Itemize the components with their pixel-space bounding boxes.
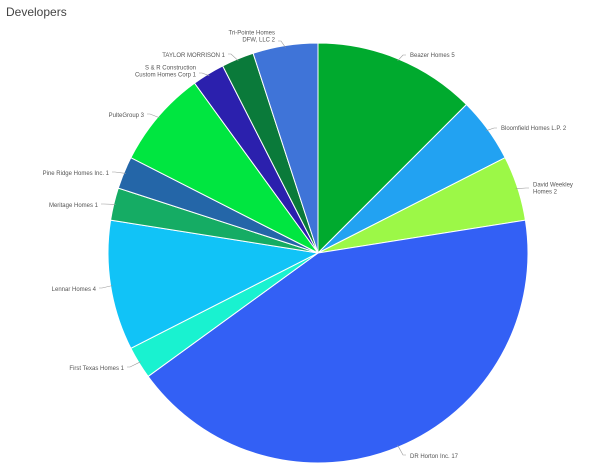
slice-label-first-texas: First Texas Homes 1 — [69, 366, 124, 372]
slice-label-line: Bloomfield Homes L.P. 2 — [501, 126, 567, 132]
slice-label-beazer: Beazer Homes 5 — [410, 53, 455, 59]
leader-lines — [99, 40, 529, 456]
leader-line-taylor-morrison — [228, 53, 239, 62]
leader-line-bloomfield — [486, 127, 497, 131]
slice-label-line: S & R Construction — [145, 66, 196, 72]
pie-slice-pulte[interactable] — [130, 82, 319, 254]
slice-label-david-weekley: David Weekley Homes 2 — [533, 183, 573, 196]
slice-label-bloomfield: Bloomfield Homes L.P. 2 — [501, 126, 567, 132]
slice-label-line: Beazer Homes 5 — [410, 53, 455, 59]
slice-label-pulte: PulteGroup 3 — [109, 113, 145, 119]
slice-label-dr-horton: DR Horton Inc. 17 — [410, 454, 459, 460]
slice-label-tri-pointe: Tri-Pointe Homes DFW, LLC 2 — [229, 31, 276, 44]
pie-slice-tri-pointe[interactable] — [252, 42, 319, 254]
leader-line-s-and-r — [199, 72, 210, 76]
slice-label-taylor-morrison: TAYLOR MORRISON 1 — [162, 53, 225, 59]
slice-label-line: Custom Homes Corp 1 — [135, 73, 197, 79]
leader-line-dr-horton — [397, 445, 406, 456]
slice-label-line: Pine Ridge Homes Inc. 1 — [43, 171, 110, 177]
leader-line-pine-ridge — [112, 171, 126, 174]
slice-label-line: DFW, LLC 2 — [242, 38, 275, 44]
slice-label-s-and-r: S & R Construction Custom Homes Corp 1 — [135, 66, 197, 79]
slice-label-line: DR Horton Inc. 17 — [410, 454, 459, 460]
slice-label-lennar: Lennar Homes 4 — [52, 287, 97, 293]
slice-label-meritage: Meritage Homes 1 — [49, 203, 99, 209]
leader-line-beazer — [397, 54, 406, 62]
pie-slices — [107, 42, 529, 464]
slice-label-line: PulteGroup 3 — [109, 113, 145, 119]
leader-line-first-texas — [127, 361, 141, 368]
chart-title: Developers — [6, 5, 67, 19]
slice-label-line: Tri-Pointe Homes — [229, 31, 275, 37]
leader-line-tri-pointe — [278, 40, 286, 48]
slice-label-line: David Weekley — [533, 183, 573, 189]
slice-label-line: Meritage Homes 1 — [49, 203, 99, 209]
leader-line-lennar — [99, 285, 113, 289]
slice-label-line: First Texas Homes 1 — [69, 366, 124, 372]
slice-labels: Beazer Homes 5 Bloomfield Homes L.P. 2 Dav… — [43, 31, 573, 461]
slice-label-line: TAYLOR MORRISON 1 — [162, 53, 225, 59]
slice-label-line: Lennar Homes 4 — [52, 287, 97, 293]
leader-line-david-weekley — [515, 187, 529, 189]
pie-slice-beazer[interactable] — [317, 42, 468, 255]
slice-label-line: Homes 2 — [533, 190, 558, 196]
slice-label-pine-ridge: Pine Ridge Homes Inc. 1 — [43, 171, 110, 177]
leader-line-pulte — [147, 113, 160, 119]
